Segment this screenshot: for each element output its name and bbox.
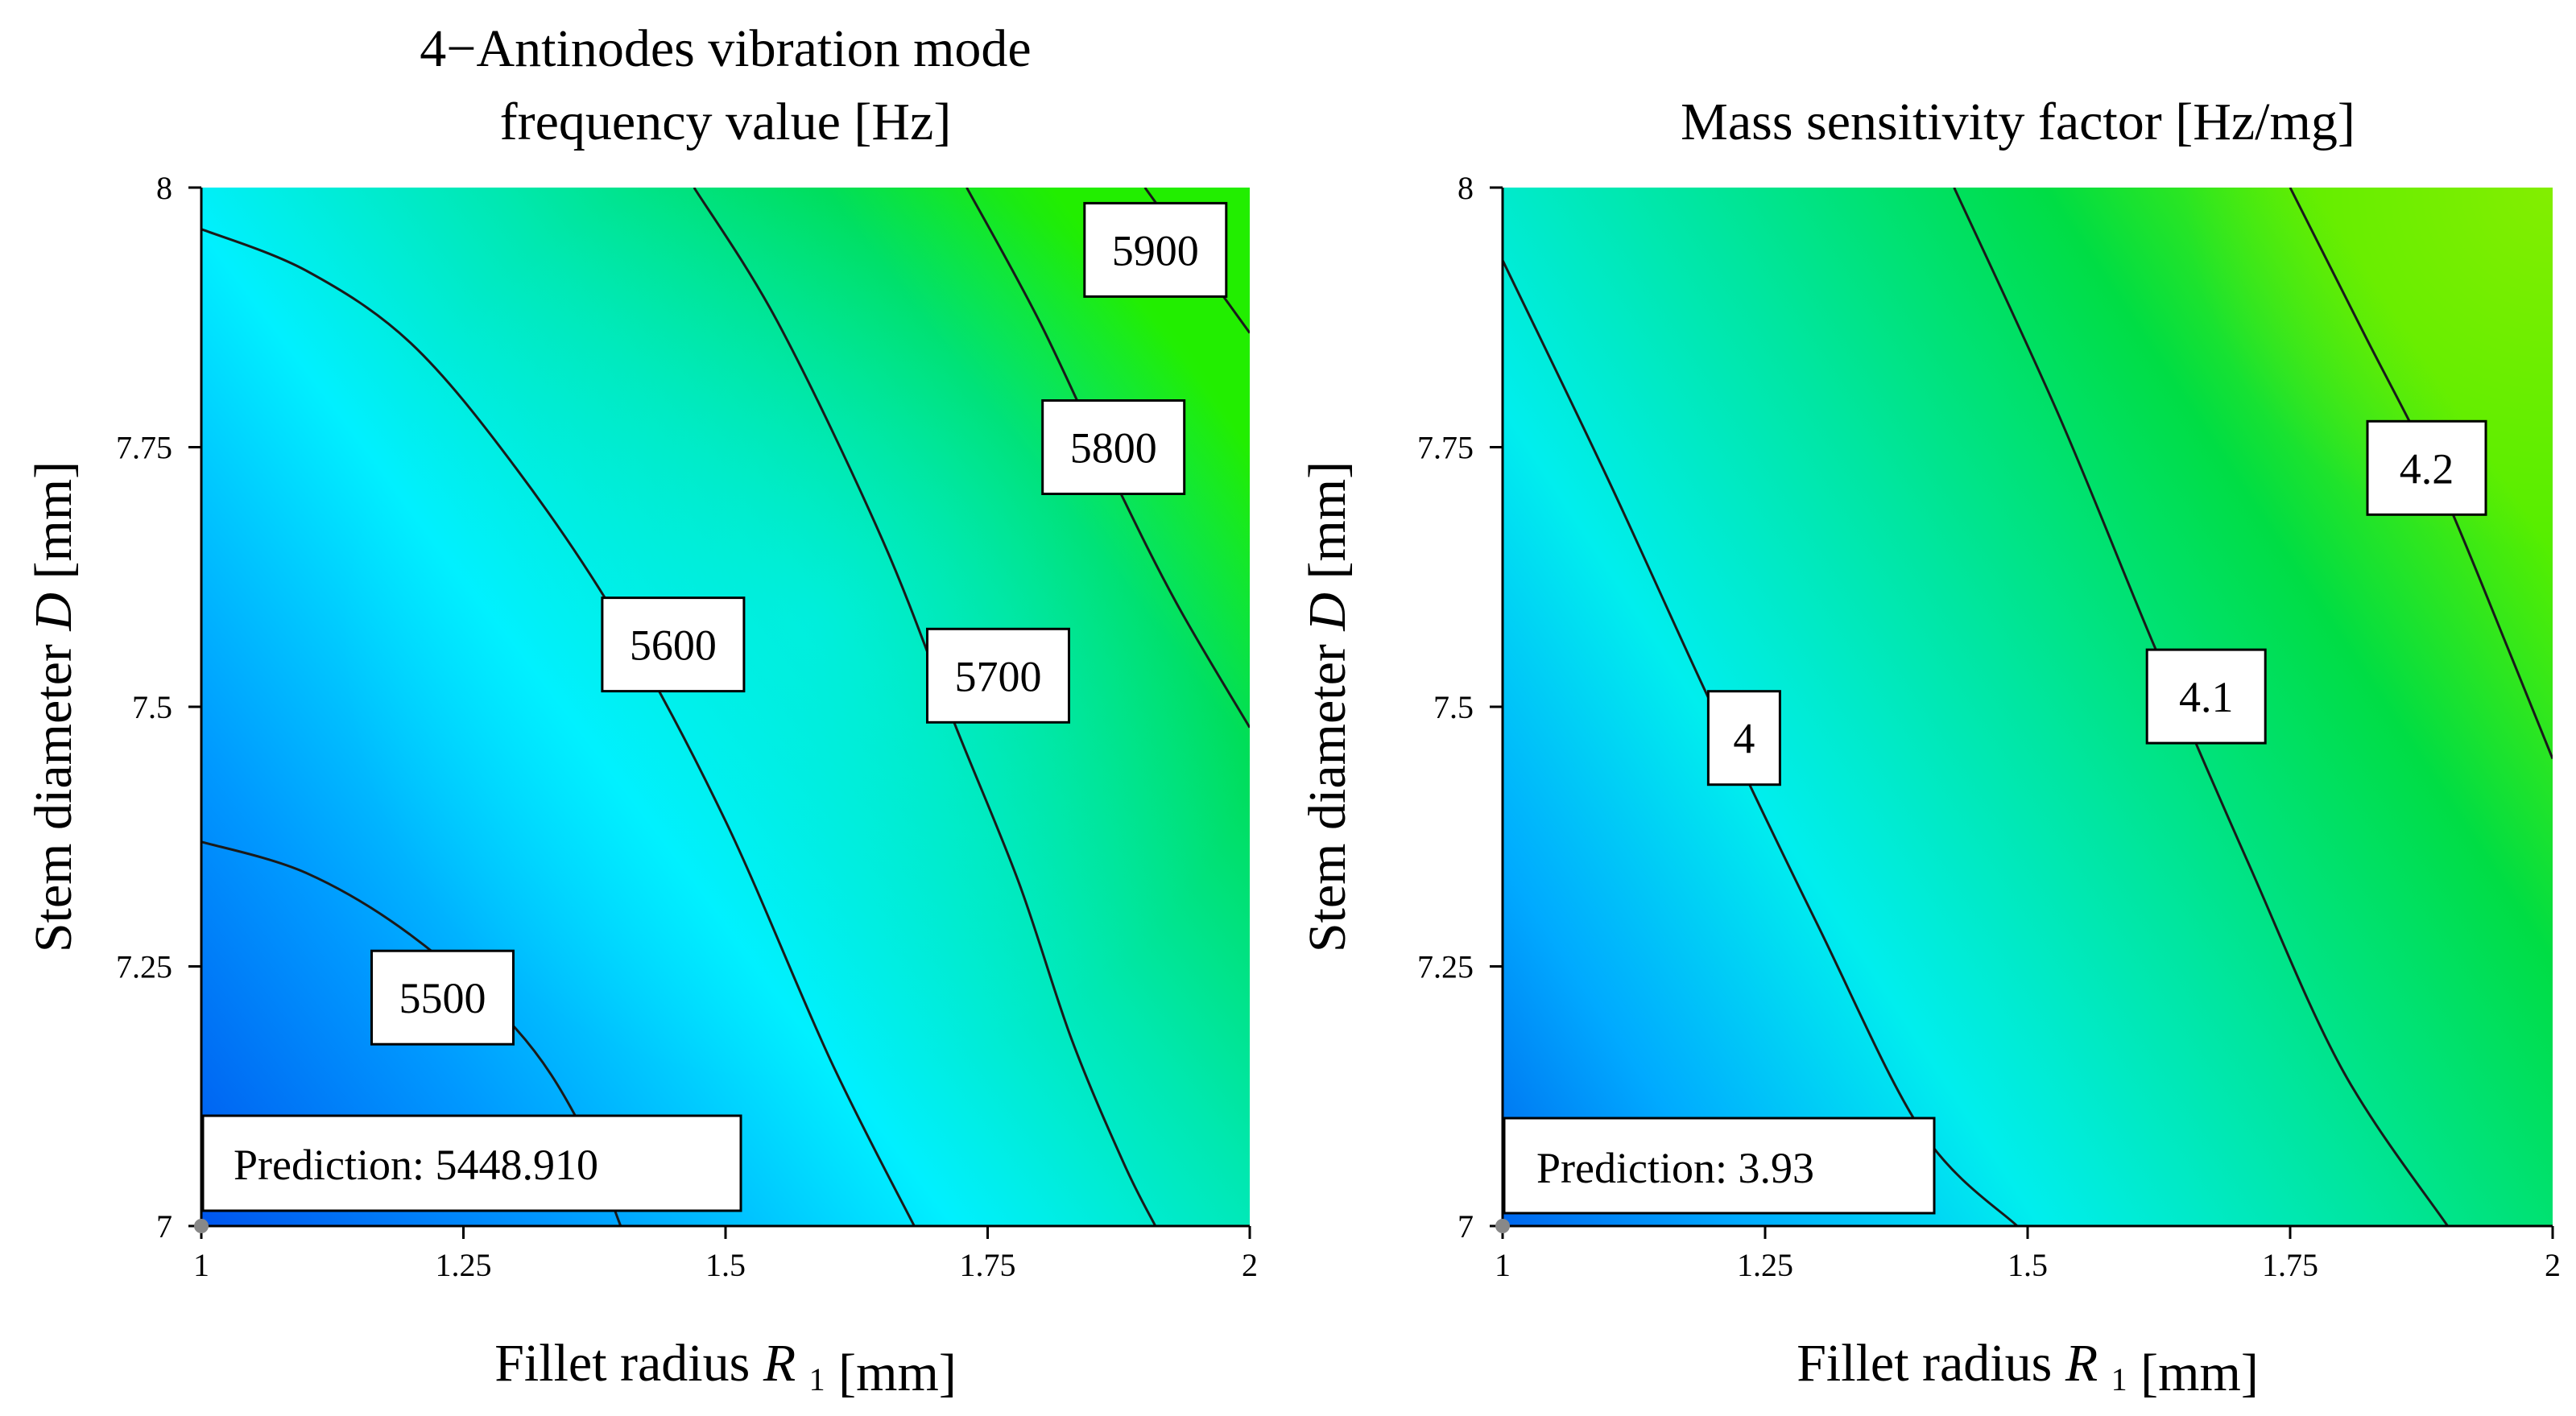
- right-xlabel-name: Fillet radius: [1797, 1334, 2052, 1393]
- right-y-tick-label: 7: [1458, 1208, 1474, 1245]
- right-contour-label-box: [2145, 648, 2267, 745]
- right-y-tick-label: 7.5: [1433, 689, 1474, 725]
- left-y-tick-label: 8: [156, 170, 172, 206]
- right-x-axis-label: Fillet radius R 1 [mm]: [1797, 1334, 2259, 1402]
- left-chart: 4−Antinodes vibration mode frequency val…: [24, 19, 1258, 1402]
- left-title-line-1: 4−Antinodes vibration mode: [420, 19, 1031, 78]
- left-x-tick-label: 1.5: [705, 1247, 746, 1283]
- right-ylabel-unit: [mm]: [1298, 461, 1357, 580]
- right-contour-labels: 4 4.1 4.2: [1706, 419, 2487, 786]
- left-xlabel-subscript: 1: [809, 1361, 825, 1397]
- right-y-tick-label: 7.75: [1417, 430, 1474, 466]
- svg-text:Stem diameter: Stem diameter D [mm]: [1298, 461, 1357, 952]
- left-x-tick-label: 2: [1242, 1247, 1258, 1283]
- right-title-line-1: Mass sensitivity factor [Hz/mg]: [1681, 93, 2355, 151]
- right-ylabel-name: Stem diameter: [1298, 644, 1357, 952]
- right-contour-label-text: 4: [1733, 715, 1755, 763]
- left-ylabel-unit: [mm]: [24, 461, 83, 580]
- right-axes: 1 1.25 1.5 1.75 2 7 7.25 7.5 7.75 8: [1417, 170, 2561, 1283]
- left-y-tick-label: 7.75: [116, 430, 172, 466]
- left-xlabel-name: Fillet radius: [494, 1334, 750, 1393]
- left-y-tick-label: 7: [156, 1208, 172, 1245]
- right-prediction-frame: [1503, 1117, 1936, 1215]
- right-x-tick-label: 1.25: [1737, 1247, 1793, 1283]
- left-xlabel-unit: [mm]: [838, 1344, 957, 1402]
- left-contour-label-text: 5600: [630, 621, 717, 670]
- left-contour-label-text: 5800: [1070, 424, 1157, 473]
- right-y-axis-label: Stem diameter D [mm]: [1298, 461, 1357, 952]
- left-contour-label-box: [1041, 399, 1186, 495]
- left-contour-5700: [693, 188, 1157, 1226]
- left-title: 4−Antinodes vibration mode frequency val…: [420, 19, 1031, 151]
- left-contour-label-text: 5900: [1112, 226, 1199, 275]
- left-axes: 1 1.25 1.5 1.75 2 7 7.25 7.5 7.75 8: [116, 170, 1258, 1283]
- right-x-ticks: 1 1.25 1.5 1.75 2: [1495, 1226, 2561, 1283]
- right-prediction-text: Prediction: 3.93: [1536, 1144, 1814, 1192]
- right-xlabel-subscript: 1: [2111, 1361, 2127, 1397]
- left-prediction-frame: [201, 1114, 742, 1212]
- left-contour-label-box: [601, 597, 746, 693]
- right-contour-label-text: 4.1: [2179, 673, 2234, 721]
- left-plot-area: [201, 188, 1250, 1226]
- right-title: Mass sensitivity factor [Hz/mg]: [1681, 93, 2355, 151]
- right-chart: Mass sensitivity factor [Hz/mg] 1 1.25 1.5…: [1298, 93, 2561, 1402]
- left-x-tick-label: 1.75: [960, 1247, 1016, 1283]
- right-y-ticks: 7 7.25 7.5 7.75 8: [1417, 170, 1503, 1245]
- left-contour-label-box: [1083, 201, 1228, 298]
- left-ylabel-name: Stem diameter: [24, 644, 83, 952]
- left-prediction-text: Prediction: 5448.910: [234, 1141, 598, 1189]
- svg-text:Stem diameter: Stem diameter D [mm]: [24, 461, 83, 952]
- right-contour-label-text: 4.2: [2400, 444, 2454, 493]
- left-contour-label-box: [926, 627, 1070, 724]
- left-contour-label-box: [370, 949, 515, 1046]
- right-contour-label-box: [2366, 419, 2487, 516]
- left-contour-labels: 5500 5600 5700 5800 5900: [370, 201, 1228, 1046]
- left-contour-label-5700: 5700: [926, 627, 1070, 724]
- svg-text:Fillet radius: Fillet radius R 1 [mm]: [1797, 1334, 2259, 1402]
- left-ylabel-symbol: D: [24, 592, 83, 632]
- left-prediction-box: Prediction: 5448.910: [201, 1114, 742, 1212]
- left-y-axis-label: Stem diameter D [mm]: [24, 461, 83, 952]
- right-y-tick-label: 7.25: [1417, 949, 1474, 985]
- right-contour-label-box: [1706, 690, 1781, 786]
- right-prediction-box: Prediction: 3.93: [1503, 1117, 1936, 1215]
- right-plot-area: [1503, 188, 2553, 1226]
- left-contour-label-text: 5500: [399, 974, 486, 1022]
- right-x-tick-label: 1.75: [2262, 1247, 2318, 1283]
- left-heatmap-glow: [201, 188, 1250, 1226]
- left-contour-label-5500: 5500: [370, 949, 515, 1046]
- svg-text:Fillet radius: Fillet radius R 1 [mm]: [494, 1334, 957, 1402]
- left-x-tick-label: 1: [193, 1247, 209, 1283]
- right-xlabel-symbol: R: [2065, 1334, 2098, 1393]
- left-x-ticks: 1 1.25 1.5 1.75 2: [193, 1226, 1258, 1283]
- right-x-tick-label: 1: [1495, 1247, 1511, 1283]
- left-contour-label-5900: 5900: [1083, 201, 1228, 298]
- left-contour-label-text: 5700: [955, 652, 1042, 700]
- right-x-tick-label: 1.5: [2007, 1247, 2048, 1283]
- right-prediction-marker: [1495, 1219, 1510, 1233]
- right-x-tick-label: 2: [2545, 1247, 2561, 1283]
- left-y-tick-label: 7.25: [116, 949, 172, 985]
- right-xlabel-unit: [mm]: [2140, 1344, 2259, 1402]
- right-y-tick-label: 8: [1458, 170, 1474, 206]
- right-ylabel-symbol: D: [1298, 592, 1357, 632]
- right-contour-label-4: 4: [1706, 690, 1781, 786]
- left-title-line-2: frequency value [Hz]: [500, 93, 952, 151]
- left-xlabel-symbol: R: [763, 1334, 796, 1393]
- left-x-axis-label: Fillet radius R 1 [mm]: [494, 1334, 957, 1402]
- right-contour-label-4.2: 4.2: [2366, 419, 2487, 516]
- left-y-ticks: 7 7.25 7.5 7.75 8: [116, 170, 201, 1245]
- left-x-tick-label: 1.25: [436, 1247, 492, 1283]
- left-y-tick-label: 7.5: [132, 689, 172, 725]
- left-contour-label-5800: 5800: [1041, 399, 1186, 495]
- right-contour-label-4.1: 4.1: [2145, 648, 2267, 745]
- left-contour-label-5600: 5600: [601, 597, 746, 693]
- left-prediction-marker: [194, 1219, 209, 1233]
